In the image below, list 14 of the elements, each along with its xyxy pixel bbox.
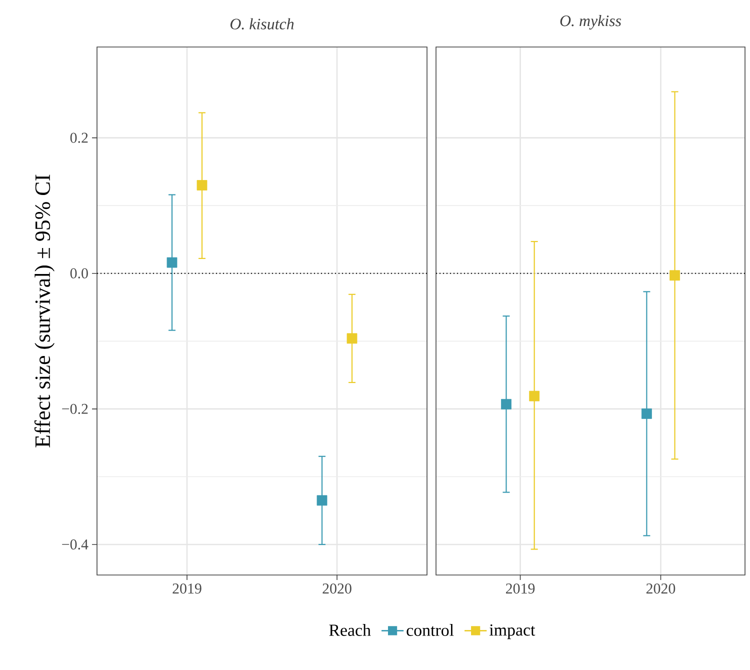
chart-title: O. kisutch <box>230 18 294 30</box>
chart-title: O. mykiss <box>560 14 622 30</box>
x-tick-label: 2020 <box>646 584 676 594</box>
legend-label: impact <box>490 624 536 640</box>
x-tick-label: 2019 <box>172 584 202 594</box>
y-tick-label: 0.0 <box>70 268 88 278</box>
y-tick-label: −0.4 <box>62 539 88 550</box>
x-tick-label: 2019 <box>506 584 535 594</box>
y-axis-title: Effect size (survival) ± 95% CI <box>34 174 55 448</box>
legend-title: Reach <box>329 624 371 636</box>
x-tick-label: 2020 <box>322 584 352 594</box>
y-tick-label: 0.2 <box>70 132 88 143</box>
y-tick-label: −0.2 <box>62 404 88 414</box>
legend-label: control <box>406 624 454 636</box>
